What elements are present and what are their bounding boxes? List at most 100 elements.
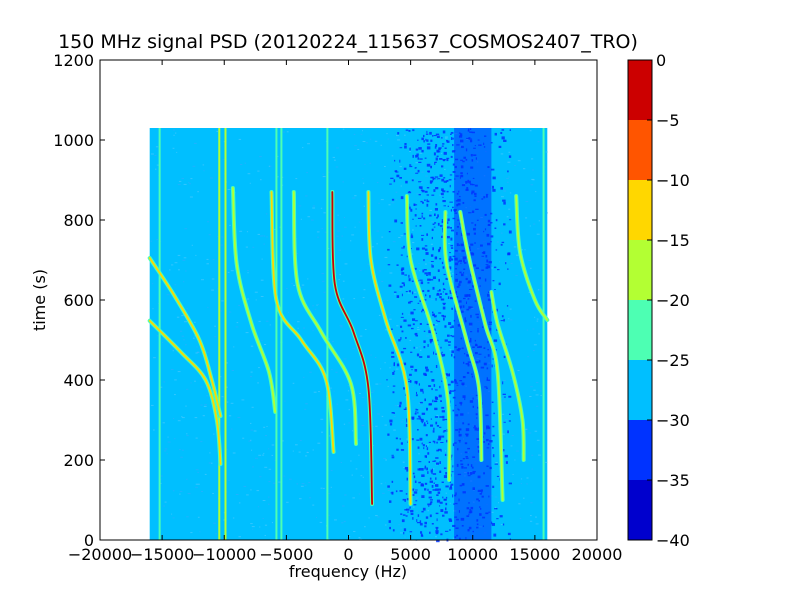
- noise-speckle: [263, 243, 265, 245]
- noise-speckle: [435, 283, 438, 285]
- noise-band-speckle: [502, 523, 505, 526]
- noise-speckle: [332, 340, 334, 342]
- y-axis-title: time (s): [30, 269, 49, 331]
- noise-speckle: [531, 468, 534, 470]
- noise-speckle: [235, 326, 239, 328]
- noise-speckle: [200, 386, 203, 388]
- noise-band-speckle: [450, 247, 454, 249]
- noise-band-speckle: [392, 372, 395, 375]
- noise-band-speckle: [433, 351, 435, 355]
- noise-band-speckle: [427, 143, 431, 145]
- noise-band-speckle: [417, 514, 420, 517]
- noise-speckle: [250, 422, 252, 424]
- noise-band-speckle: [428, 441, 431, 443]
- noise-speckle: [532, 350, 535, 352]
- noise-speckle: [172, 350, 174, 352]
- x-tick-label: −10000: [192, 545, 256, 564]
- noise-speckle: [221, 396, 224, 398]
- noise-band-speckle: [452, 191, 455, 193]
- noise-speckle: [340, 326, 343, 328]
- noise-speckle: [354, 226, 356, 228]
- noise-band-speckle: [425, 445, 427, 447]
- noise-speckle: [164, 448, 168, 450]
- noise-speckle: [175, 132, 177, 134]
- noise-speckle: [430, 262, 432, 264]
- noise-band-speckle: [442, 282, 445, 286]
- noise-speckle: [503, 400, 506, 402]
- noise-band-speckle: [407, 511, 409, 513]
- noise-speckle: [384, 524, 387, 526]
- noise-band-speckle: [429, 279, 434, 281]
- noise-speckle: [380, 368, 382, 370]
- noise-speckle: [545, 151, 548, 153]
- noise-speckle: [536, 320, 539, 322]
- noise-band-speckle: [439, 461, 441, 464]
- noise-band-speckle: [426, 200, 430, 203]
- noise-band-speckle: [451, 353, 453, 357]
- noise-speckle: [193, 337, 195, 339]
- noise-speckle: [538, 289, 542, 291]
- noise-band-speckle: [435, 484, 439, 487]
- noise-band-speckle: [413, 346, 415, 349]
- noise-speckle: [173, 134, 175, 136]
- noise-speckle: [155, 168, 157, 170]
- noise-band-speckle: [452, 171, 456, 173]
- noise-speckle: [415, 162, 419, 164]
- noise-speckle: [195, 486, 198, 488]
- noise-band-speckle: [451, 137, 453, 140]
- noise-band-speckle: [403, 245, 405, 248]
- noise-speckle: [537, 289, 540, 291]
- noise-band-speckle: [443, 205, 446, 207]
- noise-band-speckle: [451, 471, 454, 473]
- noise-speckle: [200, 404, 203, 406]
- noise-band-speckle: [430, 165, 432, 168]
- noise-speckle: [327, 514, 331, 516]
- noise-band-speckle: [442, 200, 446, 203]
- noise-speckle: [508, 455, 510, 457]
- noise-band-speckle: [498, 145, 502, 148]
- noise-band-speckle: [444, 453, 447, 456]
- noise-speckle: [321, 273, 325, 275]
- noise-speckle: [313, 391, 317, 393]
- noise-band-speckle: [412, 472, 415, 475]
- noise-band-speckle: [437, 222, 440, 226]
- noise-speckle: [500, 524, 503, 526]
- noise-speckle: [317, 303, 319, 305]
- noise-speckle: [312, 305, 314, 307]
- noise-band-speckle: [434, 161, 437, 163]
- noise-speckle: [300, 485, 304, 487]
- noise-band-speckle: [442, 159, 446, 162]
- noise-band-speckle: [421, 495, 425, 498]
- noise-speckle: [400, 235, 404, 237]
- noise-band-speckle: [507, 268, 509, 270]
- noise-band-speckle: [417, 411, 419, 414]
- noise-speckle: [393, 416, 396, 418]
- noise-band-speckle: [403, 233, 407, 235]
- noise-speckle: [230, 402, 234, 404]
- noise-band-speckle: [491, 168, 495, 171]
- noise-speckle: [395, 191, 398, 193]
- noise-speckle: [441, 138, 443, 140]
- noise-band-speckle: [425, 516, 429, 519]
- noise-speckle: [424, 346, 427, 348]
- noise-speckle: [352, 497, 355, 499]
- noise-band-speckle: [437, 151, 441, 153]
- noise-speckle: [398, 290, 402, 291]
- noise-band-speckle: [424, 488, 427, 491]
- noise-speckle: [500, 153, 504, 155]
- noise-speckle: [305, 455, 308, 457]
- noise-band-speckle: [418, 415, 421, 418]
- noise-band-speckle: [403, 347, 407, 350]
- noise-speckle: [201, 491, 203, 492]
- noise-band-speckle: [500, 132, 503, 134]
- noise-band-speckle: [426, 203, 429, 207]
- noise-speckle: [259, 156, 262, 158]
- noise-speckle: [536, 382, 539, 384]
- noise-speckle: [288, 311, 290, 313]
- noise-band-speckle: [439, 505, 441, 507]
- noise-band-speckle: [432, 276, 436, 279]
- noise-band-speckle: [442, 514, 445, 517]
- noise-band-speckle: [387, 264, 391, 266]
- noise-band-speckle: [397, 132, 400, 135]
- noise-speckle: [368, 517, 370, 519]
